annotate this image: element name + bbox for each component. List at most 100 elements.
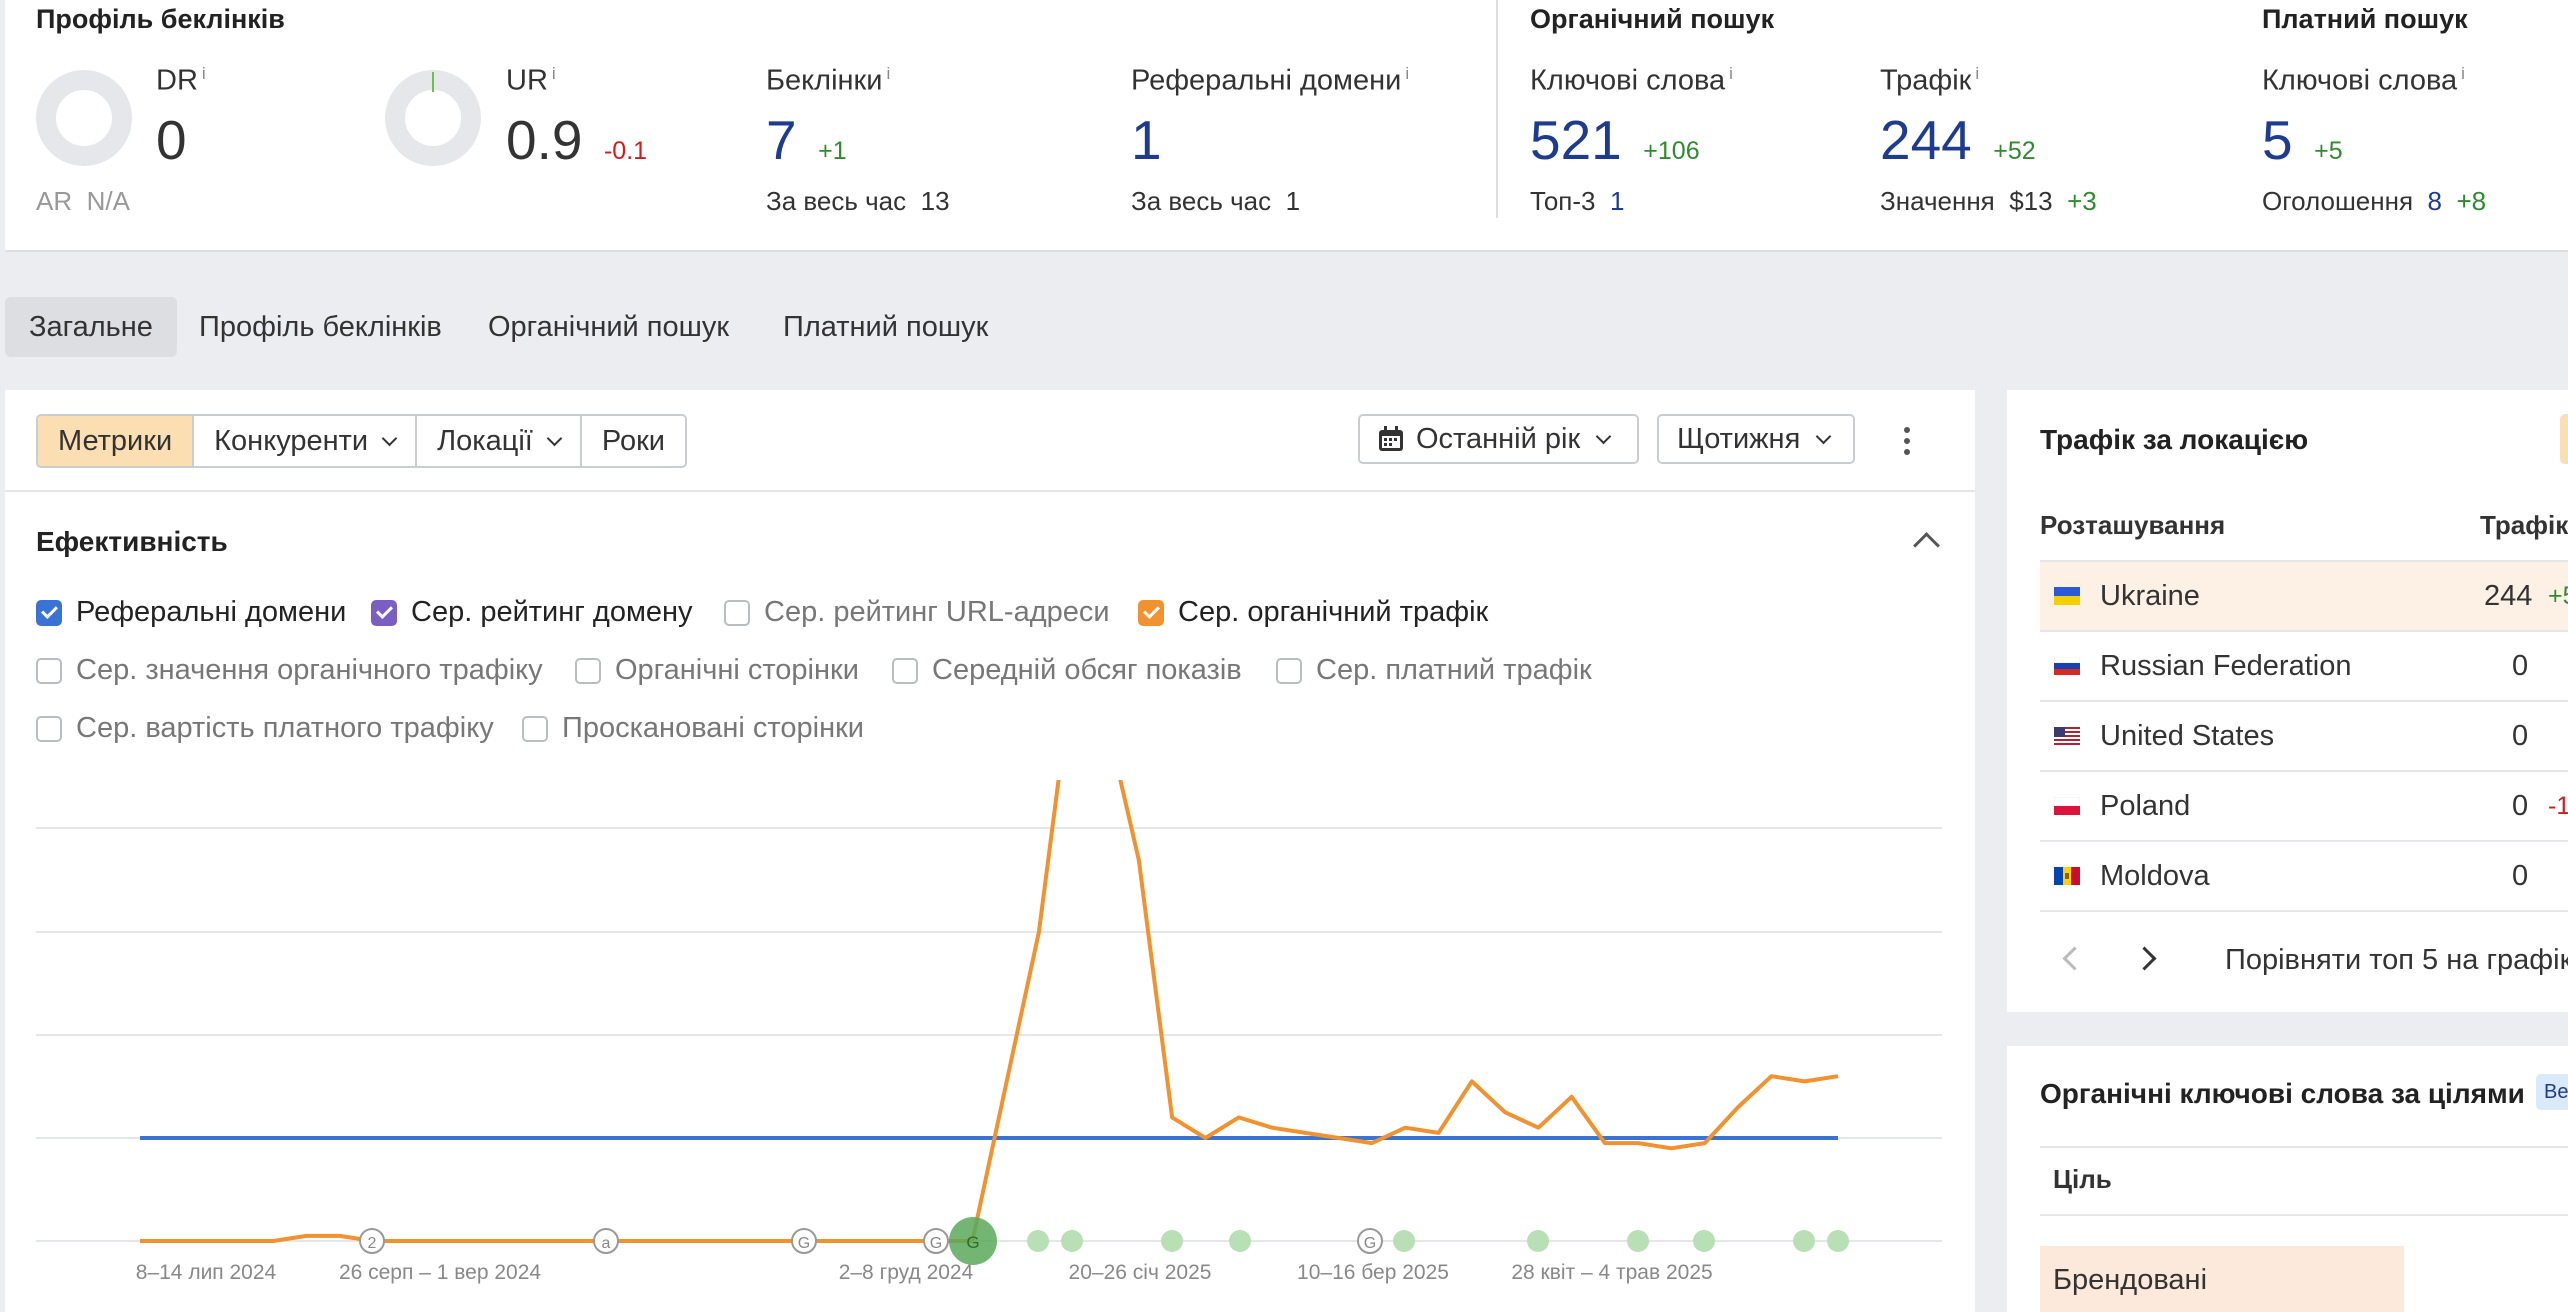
ur-value: 0.9 — [506, 109, 583, 171]
organic-by-intent-title: Органічні ключові слова за цілями — [2040, 1078, 2525, 1109]
table-header-divider — [2040, 560, 2568, 562]
table-row[interactable]: Poland — [2040, 772, 2568, 842]
metric-toggle-organic-value[interactable]: Сер. значення органічного трафіку — [36, 654, 543, 687]
compare-top5-link[interactable]: Порівняти топ 5 на графік — [2225, 944, 2568, 976]
dr-label[interactable]: DR i — [156, 64, 206, 97]
metric-toggle-avg-dr[interactable]: Сер. рейтинг домену — [371, 596, 693, 629]
annotation-marker-label: G — [1364, 1235, 1376, 1252]
checkbox[interactable] — [36, 657, 62, 684]
row-traffic-value: 0 — [2512, 720, 2529, 752]
paid-keywords-value[interactable]: 5 — [2262, 109, 2293, 171]
organic-traffic-value[interactable]: 244 — [1880, 109, 1972, 171]
annotation-marker-label: 2 — [368, 1235, 377, 1252]
update-dot[interactable] — [1827, 1230, 1849, 1252]
backlinks-value[interactable]: 7 — [766, 109, 797, 171]
tab-backlinks-profile[interactable]: Профіль беклінків — [199, 311, 442, 343]
metric-toggle-paid-cost[interactable]: Сер. вартість платного трафіку — [36, 712, 494, 745]
series-line-organic-traffic[interactable] — [140, 780, 1839, 1243]
checkbox[interactable] — [371, 599, 397, 626]
annotation-marker[interactable] — [593, 1228, 619, 1254]
period-dropdown[interactable]: Останній рік — [1358, 414, 1639, 464]
backlinks-profile-title: Профіль беклінків — [36, 4, 285, 34]
tab-paid-search[interactable]: Платний пошук — [783, 311, 989, 343]
metric-toggle-ref-domains[interactable]: Реферальні домени — [36, 596, 346, 629]
ref-domains-value[interactable]: 1 — [1131, 109, 1162, 171]
ur-label[interactable]: UR i — [506, 64, 556, 97]
intent-branded-bar[interactable] — [2040, 1246, 2404, 1312]
intent-branded-label: Брендовані — [2053, 1264, 2208, 1296]
table-row[interactable]: Ukraine — [2040, 562, 2568, 632]
organic-keywords-label[interactable]: Ключові слова i — [1530, 64, 1733, 97]
checkbox[interactable] — [724, 599, 750, 626]
organic-traffic-value-line: Значення $13 +3 — [1880, 186, 2097, 216]
metric-toggle-paid-traffic[interactable]: Сер. платний трафік — [1276, 654, 1592, 687]
update-dot[interactable] — [1027, 1230, 1049, 1252]
col-traffic-header[interactable]: Трафік — [2480, 510, 2568, 540]
seg-metrics[interactable]: Метрики — [38, 416, 195, 466]
location-toggle-button[interactable] — [2560, 414, 2568, 464]
seg-locations[interactable]: Локації — [417, 416, 582, 466]
metric-toggle-impressions[interactable]: Середній обсяг показів — [892, 654, 1242, 687]
checkbox[interactable] — [892, 657, 918, 684]
seg-years[interactable]: Роки — [601, 425, 665, 457]
flag-russia-icon — [2054, 657, 2080, 675]
col-intent-header[interactable]: Ціль — [2053, 1164, 2112, 1194]
metric-toggle-crawled-pages[interactable]: Проскановані сторінки — [522, 712, 864, 745]
checkbox[interactable] — [575, 657, 601, 684]
annotation-marker[interactable] — [791, 1228, 817, 1254]
overview-metrics-panel — [5, 0, 2568, 252]
update-dot[interactable] — [1061, 1230, 1083, 1252]
update-dot[interactable] — [1527, 1230, 1549, 1252]
annotation-marker-active[interactable] — [949, 1217, 997, 1265]
checkbox[interactable] — [36, 599, 62, 626]
checkbox[interactable] — [36, 715, 62, 742]
organic-traffic-label[interactable]: Трафік i — [1880, 64, 1980, 97]
checkbox[interactable] — [522, 715, 548, 742]
dr-donut-icon — [36, 70, 132, 166]
backlinks-delta: +1 — [818, 137, 847, 165]
metric-toggle-organic-traffic[interactable]: Сер. органічний трафік — [1138, 596, 1488, 629]
ref-domains-all-time: За весь час 1 — [1131, 186, 1301, 216]
chevron-down-icon — [546, 430, 563, 446]
tab-organic-search[interactable]: Органічний пошук — [488, 311, 730, 343]
update-dot[interactable] — [1693, 1230, 1715, 1252]
seg-competitors[interactable]: Конкуренти — [194, 416, 418, 466]
update-dot[interactable] — [1793, 1230, 1815, 1252]
x-tick-label: 26 серп – 1 вер 2024 — [339, 1261, 541, 1284]
organic-traffic-delta: +52 — [1993, 137, 2036, 165]
ur-value-group: 0.9 -0.1 — [506, 108, 647, 172]
annotation-marker-label: G — [798, 1235, 810, 1252]
ur-donut-icon — [385, 70, 481, 166]
interval-dropdown[interactable]: Щотижня — [1657, 414, 1855, 464]
table-row[interactable]: United States — [2040, 702, 2568, 772]
update-dot[interactable] — [1229, 1230, 1251, 1252]
metric-toggle-organic-pages[interactable]: Органічні сторінки — [575, 654, 859, 687]
table-row[interactable]: Moldova — [2040, 842, 2568, 912]
backlinks-label[interactable]: Беклінки i — [766, 64, 891, 97]
organic-search-title: Органічний пошук — [1530, 4, 1775, 34]
organic-keywords-value[interactable]: 521 — [1530, 109, 1622, 171]
organic-traffic-group: 244 +52 — [1880, 108, 2036, 172]
metric-toggle-avg-ur[interactable]: Сер. рейтинг URL-адреси — [724, 596, 1110, 629]
traffic-by-location-title: Трафік за локацією — [2040, 424, 2309, 455]
tab-overview[interactable]: Загальне — [5, 297, 177, 357]
row-traffic-value: 244 — [2484, 580, 2533, 612]
checkbox[interactable] — [1138, 599, 1164, 626]
table-row[interactable]: Russian Federation — [2040, 632, 2568, 702]
update-dot[interactable] — [1393, 1230, 1415, 1252]
annotation-marker[interactable] — [923, 1228, 949, 1254]
update-dot[interactable] — [1161, 1230, 1183, 1252]
update-dot[interactable] — [1627, 1230, 1649, 1252]
more-menu-icon[interactable] — [1904, 427, 1910, 455]
col-location-header[interactable]: Розташування — [2040, 510, 2226, 540]
annotation-marker[interactable] — [359, 1228, 385, 1254]
divider — [2040, 1214, 2568, 1216]
paid-keywords-label[interactable]: Ключові слова i — [2262, 64, 2465, 97]
ref-domains-label[interactable]: Реферальні домени i — [1131, 64, 1410, 97]
annotation-marker[interactable] — [1357, 1228, 1383, 1254]
performance-chart[interactable]: 2 a G G G G 8–14 лип 2024 26 серп – 1 вер 2024 2… — [0, 780, 1975, 1312]
row-traffic-delta: -1 — [2548, 792, 2568, 820]
x-tick-label: 28 квіт – 4 трав 2025 — [1511, 1261, 1712, 1284]
checkbox[interactable] — [1276, 657, 1302, 684]
organic-top3: Топ-3 1 — [1530, 186, 1625, 216]
